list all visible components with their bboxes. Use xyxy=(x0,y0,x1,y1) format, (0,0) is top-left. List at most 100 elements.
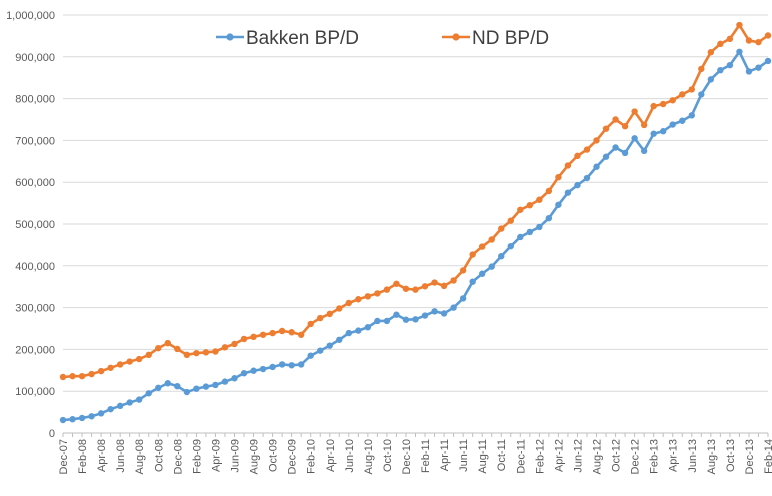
data-point xyxy=(278,327,286,335)
x-tick-label: Apr-11 xyxy=(439,439,451,471)
x-tick-label: Feb-08 xyxy=(77,439,89,474)
data-point xyxy=(402,285,410,292)
data-point xyxy=(612,144,619,151)
data-point xyxy=(526,201,534,209)
data-point xyxy=(297,331,305,338)
data-point xyxy=(459,295,467,302)
data-point xyxy=(116,361,124,368)
y-tick-label: 400,000 xyxy=(15,261,55,273)
data-point xyxy=(507,242,514,250)
series-1 xyxy=(59,21,772,381)
data-point xyxy=(250,333,257,341)
x-tick-label: Feb-11 xyxy=(420,439,432,473)
x-tick-label: Feb-10 xyxy=(306,439,318,474)
data-point xyxy=(755,38,762,46)
y-tick-label: 800,000 xyxy=(15,94,55,106)
data-point xyxy=(736,48,743,55)
data-point xyxy=(88,413,95,420)
data-point xyxy=(107,405,114,413)
data-point xyxy=(231,375,238,382)
legend-swatch-marker xyxy=(226,33,234,41)
data-point xyxy=(269,363,276,371)
data-point xyxy=(593,137,600,144)
data-point xyxy=(193,385,200,392)
data-point xyxy=(174,382,181,390)
data-point xyxy=(545,187,553,195)
data-point xyxy=(688,86,695,93)
data-point xyxy=(679,117,686,124)
data-point xyxy=(412,316,419,323)
data-point xyxy=(488,236,495,243)
data-point xyxy=(336,305,343,312)
x-tick-label: Aug-13 xyxy=(706,439,718,474)
data-point xyxy=(745,37,753,44)
data-point xyxy=(288,362,295,369)
data-point xyxy=(660,128,667,135)
x-tick-label: Dec-10 xyxy=(401,439,413,474)
data-point xyxy=(164,339,171,347)
data-point xyxy=(536,196,543,203)
data-point xyxy=(97,410,105,417)
x-tick-label: Jun-12 xyxy=(572,439,584,473)
y-axis: 0 100,000 200,000 300,000 400,000 500,000 600,… xyxy=(6,10,55,440)
data-point xyxy=(669,121,676,128)
x-tick-label: Jun-09 xyxy=(229,439,241,473)
data-point xyxy=(259,365,267,373)
data-point xyxy=(212,381,219,389)
data-point xyxy=(640,121,648,129)
data-point xyxy=(97,367,105,375)
data-point xyxy=(240,335,248,343)
y-tick-label: 600,000 xyxy=(15,177,55,189)
data-point xyxy=(450,277,457,284)
y-tick-label: 900,000 xyxy=(15,52,55,64)
data-point xyxy=(59,373,67,381)
data-point xyxy=(317,347,324,354)
data-point xyxy=(269,329,276,337)
x-tick-label: Feb-12 xyxy=(534,439,546,474)
data-point xyxy=(698,91,705,98)
x-tick-label: Oct-10 xyxy=(382,439,394,472)
x-tick-label: Dec-08 xyxy=(172,439,184,474)
legend-swatch-marker xyxy=(452,33,460,41)
legend: Bakken BP/D ND BP/D xyxy=(216,28,549,49)
data-point xyxy=(612,116,619,123)
y-tick-label: 500,000 xyxy=(15,219,55,231)
data-point xyxy=(355,327,362,334)
data-point xyxy=(393,311,400,318)
data-point xyxy=(621,149,629,157)
data-point xyxy=(345,299,353,307)
data-point xyxy=(555,201,562,208)
data-point xyxy=(688,112,695,119)
data-point xyxy=(707,76,715,83)
x-tick-label: Oct-12 xyxy=(611,439,623,472)
data-point xyxy=(717,66,724,74)
x-tick-label: Apr-13 xyxy=(668,439,680,472)
data-point xyxy=(126,399,133,406)
data-point xyxy=(326,310,333,318)
data-point xyxy=(459,267,467,274)
x-tick-label: Dec-12 xyxy=(630,439,642,474)
data-point xyxy=(517,233,524,241)
data-point xyxy=(164,380,171,387)
y-tick-label: 700,000 xyxy=(15,135,55,147)
data-point xyxy=(174,345,181,353)
data-point xyxy=(259,331,267,338)
x-axis: Dec-07 Feb-08 Apr-08 Jun-08 Aug-08 Oct-08 Dec-… xyxy=(58,433,772,474)
x-tick-label: Apr-12 xyxy=(553,439,565,472)
data-point xyxy=(764,57,772,65)
data-point xyxy=(69,416,76,423)
series-line xyxy=(62,23,769,379)
data-point xyxy=(631,135,638,142)
data-point xyxy=(602,125,610,132)
x-tick-label: Dec-11 xyxy=(515,439,527,474)
x-tick-label: Dec-07 xyxy=(58,439,70,474)
data-point xyxy=(621,122,629,130)
data-point xyxy=(193,349,200,357)
data-point xyxy=(574,181,581,189)
legend-item: ND BP/D xyxy=(442,28,549,49)
data-point xyxy=(726,61,734,69)
data-point xyxy=(288,329,295,336)
data-point xyxy=(698,65,705,73)
x-tick-label: Dec-09 xyxy=(287,439,299,474)
